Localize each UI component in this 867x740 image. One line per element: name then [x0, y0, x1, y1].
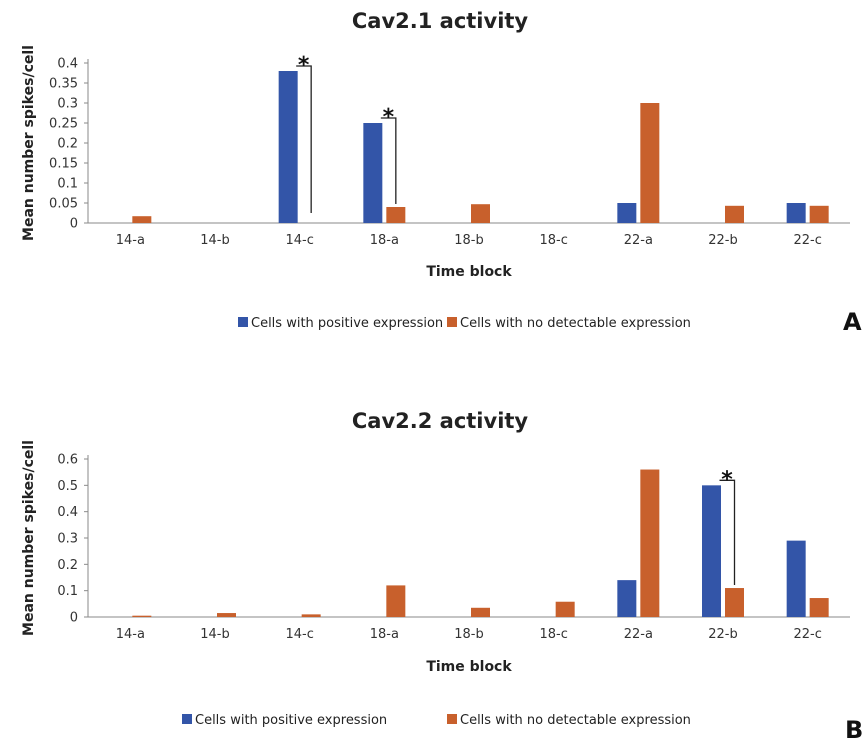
bar-negative-14-c [301, 614, 321, 617]
bar-negative-18-a [386, 207, 406, 223]
y-tick-label: 0.4 [57, 57, 78, 72]
legend-swatch-positive [238, 317, 248, 327]
x-tick-label: 18-c [539, 233, 567, 248]
y-tick-label: 0.3 [57, 532, 78, 547]
bar-positive-22-c [786, 203, 806, 223]
y-tick-label: 0.25 [49, 117, 78, 132]
x-axis-label: Time block [426, 264, 512, 280]
x-tick-label: 14-a [116, 627, 145, 642]
panel-label: A [843, 308, 862, 336]
legend-swatch-negative [447, 714, 457, 724]
bar-negative-22-c [809, 598, 829, 617]
significance-bracket [296, 65, 312, 213]
bar-positive-18-a [363, 123, 383, 223]
bar-negative-14-a [132, 615, 152, 617]
significance-star: * [298, 53, 310, 78]
chart-panel-a: Cav2.1 activity Mean number spikes/cell … [21, 9, 862, 336]
y-tick-label: 0.1 [57, 584, 78, 599]
y-tick-label: 0.2 [57, 137, 78, 152]
bar-negative-22-a [640, 103, 660, 223]
chart-title: Cav2.1 activity [352, 9, 529, 33]
bar-positive-14-c [278, 71, 298, 223]
x-tick-label: 14-c [285, 233, 313, 248]
significance-star: * [383, 105, 395, 130]
legend-label-negative: Cells with no detectable expression [460, 316, 691, 331]
x-tick-label: 18-b [454, 233, 484, 248]
legend-swatch-positive [182, 714, 192, 724]
bar-negative-18-c [555, 601, 575, 617]
significance-star: * [721, 467, 733, 492]
legend-label-negative: Cells with no detectable expression [460, 713, 691, 728]
bar-negative-18-b [471, 204, 490, 223]
bar-negative-22-a [640, 469, 660, 617]
panel-label: B [845, 716, 863, 740]
bar-negative-22-b [725, 205, 744, 223]
bar-negative-14-b [217, 613, 236, 617]
x-axis-label: Time block [426, 659, 512, 675]
x-tick-label: 22-a [624, 233, 653, 248]
legend-swatch-negative [447, 317, 457, 327]
bar-negative-22-b [725, 588, 744, 617]
legend-label-positive: Cells with positive expression [251, 316, 443, 331]
y-axis-label: Mean number spikes/cell [21, 440, 37, 636]
bar-negative-22-c [809, 205, 829, 223]
y-tick-label: 0 [70, 611, 78, 626]
x-tick-label: 22-c [793, 233, 821, 248]
y-tick-label: 0.6 [57, 453, 78, 468]
x-tick-label: 18-c [539, 627, 567, 642]
x-tick-label: 18-a [370, 627, 399, 642]
y-tick-label: 0.3 [57, 97, 78, 112]
x-tick-label: 22-c [793, 627, 821, 642]
x-tick-label: 14-b [200, 233, 230, 248]
chart-panel-b: Cav2.2 activity Mean number spikes/cell … [21, 409, 863, 740]
bar-positive-22-a [617, 580, 637, 617]
x-tick-label: 18-b [454, 627, 484, 642]
bar-positive-22-c [786, 540, 806, 617]
legend: Cells with positive expression Cells wit… [182, 713, 691, 728]
y-axis-label: Mean number spikes/cell [21, 45, 37, 241]
y-tick-label: 0.2 [57, 558, 78, 573]
significance-bracket [380, 117, 397, 204]
bar-negative-18-b [471, 607, 490, 617]
y-tick-label: 0.05 [49, 197, 78, 212]
bar-negative-18-a [386, 585, 406, 617]
legend: Cells with positive expression Cells wit… [238, 316, 691, 331]
y-tick-label: 0 [70, 217, 78, 232]
legend-label-positive: Cells with positive expression [195, 713, 387, 728]
bar-positive-22-a [617, 203, 637, 223]
x-tick-label: 22-b [708, 233, 738, 248]
x-tick-label: 22-a [624, 627, 653, 642]
bar-negative-14-a [132, 216, 152, 223]
y-tick-label: 0.15 [49, 157, 78, 172]
significance-bracket [719, 479, 736, 586]
y-tick-label: 0.1 [57, 177, 78, 192]
y-tick-label: 0.4 [57, 505, 78, 520]
x-tick-label: 18-a [370, 233, 399, 248]
x-tick-label: 22-b [708, 627, 738, 642]
bar-positive-22-b [702, 485, 721, 617]
chart-title: Cav2.2 activity [352, 409, 529, 433]
y-tick-label: 0.35 [49, 77, 78, 92]
x-tick-label: 14-a [116, 233, 145, 248]
x-tick-label: 14-c [285, 627, 313, 642]
x-tick-label: 14-b [200, 627, 230, 642]
y-tick-label: 0.5 [57, 479, 78, 494]
